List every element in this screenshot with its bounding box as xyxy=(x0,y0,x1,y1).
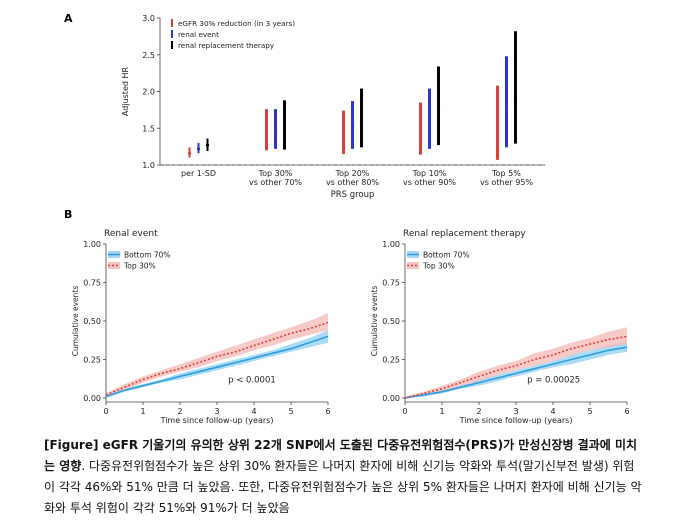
forest-legend-label: renal replacement therapy xyxy=(178,41,275,50)
forest-point xyxy=(495,125,500,130)
forest-point xyxy=(436,109,441,113)
forest-y-tick-label: 1.0 xyxy=(142,161,155,170)
forest-point xyxy=(341,134,346,138)
figure-canvas: A B 1.0 1.5 2.0 2.5 3.0 Adjusted HR per 1-SD To… xyxy=(64,12,630,425)
forest-x-tick-label: vs other 90% xyxy=(403,178,456,187)
forest-x-tick-label: vs other 80% xyxy=(326,178,379,187)
km-legend-label: Bottom 70% xyxy=(124,251,171,260)
forest-y-axis-title: Adjusted HR xyxy=(121,66,130,116)
km-y-tick-label: 0.00 xyxy=(83,394,101,403)
forest-legend-label: eGFR 30% reduction (in 3 years) xyxy=(178,19,295,28)
forest-x-axis-title: PRS group xyxy=(331,190,375,200)
km-x-tick-label: 4 xyxy=(251,407,256,416)
km-x-tick-label: 2 xyxy=(476,407,481,416)
figure-caption: [Figure] eGFR 기울기의 유의한 상위 22개 SNP에서 도출된 … xyxy=(44,435,644,519)
forest-x-tick-label: Top 20% xyxy=(335,169,370,178)
caption-bold: [Figure] eGFR 기울기의 유의한 상위 22개 SNP에서 도출된 … xyxy=(44,438,638,473)
km-series-line xyxy=(105,321,329,396)
panel-a-label: A xyxy=(64,12,73,25)
km-legend-label: Top 30% xyxy=(422,262,455,271)
forest-x-tick-label: Top 30% xyxy=(258,169,293,178)
km-x-tick-label: 2 xyxy=(177,407,182,416)
km-y-tick-label: 0.25 xyxy=(83,356,101,365)
forest-point xyxy=(205,143,210,147)
km-y-tick-label: 0.75 xyxy=(382,279,400,288)
km-ci-band xyxy=(405,341,627,398)
forest-x-tick-label: Top 5% xyxy=(491,169,521,178)
km-y-tick-label: 0.75 xyxy=(83,279,101,288)
km-y-tick-label: 0.50 xyxy=(382,317,400,326)
km-y-axis-title: Cumulative events xyxy=(370,286,379,357)
km-x-tick-label: 1 xyxy=(140,407,145,416)
forest-y-tick-label: 2.0 xyxy=(142,88,155,97)
km-x-tick-label: 1 xyxy=(439,407,444,416)
forest-y-tick-label: 1.5 xyxy=(142,124,155,133)
km-ci-band xyxy=(106,313,328,397)
km-title: Renal replacement therapy xyxy=(403,229,526,239)
forest-point xyxy=(273,129,278,133)
km-plot-renal-replacement: Renal replacement therapy 0.00 0.25 0.50 0.7… xyxy=(370,229,630,425)
km-y-axis-title: Cumulative events xyxy=(71,286,80,357)
forest-legend-label: renal event xyxy=(178,30,219,39)
forest-point xyxy=(504,106,509,111)
forest-x-tick-label: Top 10% xyxy=(412,169,447,178)
km-legend-label: Bottom 70% xyxy=(423,251,470,260)
panel-b-label: B xyxy=(64,208,72,221)
km-x-tick-label: 6 xyxy=(325,407,330,416)
km-x-tick-label: 3 xyxy=(513,407,518,416)
km-series-line xyxy=(404,346,628,399)
km-y-tick-label: 1.00 xyxy=(382,240,400,249)
forest-point xyxy=(350,125,355,130)
forest-x-tick-label: vs other 95% xyxy=(480,178,533,187)
forest-point xyxy=(187,151,192,155)
forest-point xyxy=(264,129,269,133)
km-x-tick-label: 5 xyxy=(288,407,293,416)
km-ci-band xyxy=(405,327,627,398)
km-x-axis-title: Time since follow-up (years) xyxy=(160,416,274,425)
km-y-tick-label: 0.25 xyxy=(382,356,400,365)
km-x-tick-label: 5 xyxy=(587,407,592,416)
km-title: Renal event xyxy=(104,229,158,239)
km-x-tick-label: 3 xyxy=(214,407,219,416)
km-y-tick-label: 0.00 xyxy=(382,394,400,403)
forest-point xyxy=(359,120,364,124)
forest-y-tick-label: 3.0 xyxy=(142,14,155,23)
forest-y-tick-label: 2.5 xyxy=(142,51,155,60)
forest-plot: 1.0 1.5 2.0 2.5 3.0 Adjusted HR per 1-SD Top 30… xyxy=(121,14,545,200)
km-series-line xyxy=(105,335,329,398)
km-legend-label: Top 30% xyxy=(123,262,156,271)
forest-point xyxy=(282,126,287,130)
km-series-line xyxy=(404,335,628,399)
km-y-tick-label: 1.00 xyxy=(83,240,101,249)
km-x-tick-label: 4 xyxy=(550,407,555,416)
caption-text: . 다중유전위험점수가 높은 상위 30% 환자들은 나머지 환자에 비해 신기… xyxy=(44,459,642,515)
km-x-axis-title: Time since follow-up (years) xyxy=(459,416,573,425)
km-p-value: p = 0.00025 xyxy=(527,376,580,386)
km-p-value: p < 0.0001 xyxy=(228,376,276,386)
forest-x-tick-label: vs other 70% xyxy=(249,178,302,187)
forest-point xyxy=(513,96,518,100)
km-x-tick-label: 0 xyxy=(402,407,407,416)
km-x-tick-label: 0 xyxy=(103,407,108,416)
forest-x-tick-label: per 1-SD xyxy=(181,169,216,178)
km-x-tick-label: 6 xyxy=(624,407,629,416)
forest-point xyxy=(196,147,201,151)
forest-point xyxy=(418,129,423,133)
km-ci-band xyxy=(106,330,328,398)
km-y-tick-label: 0.50 xyxy=(83,317,101,326)
forest-point xyxy=(427,120,432,124)
km-plot-renal-event: Renal event 0.00 0.25 0.50 0.75 1.00 0 1 2 3 4 5 6 Ti… xyxy=(71,229,331,425)
